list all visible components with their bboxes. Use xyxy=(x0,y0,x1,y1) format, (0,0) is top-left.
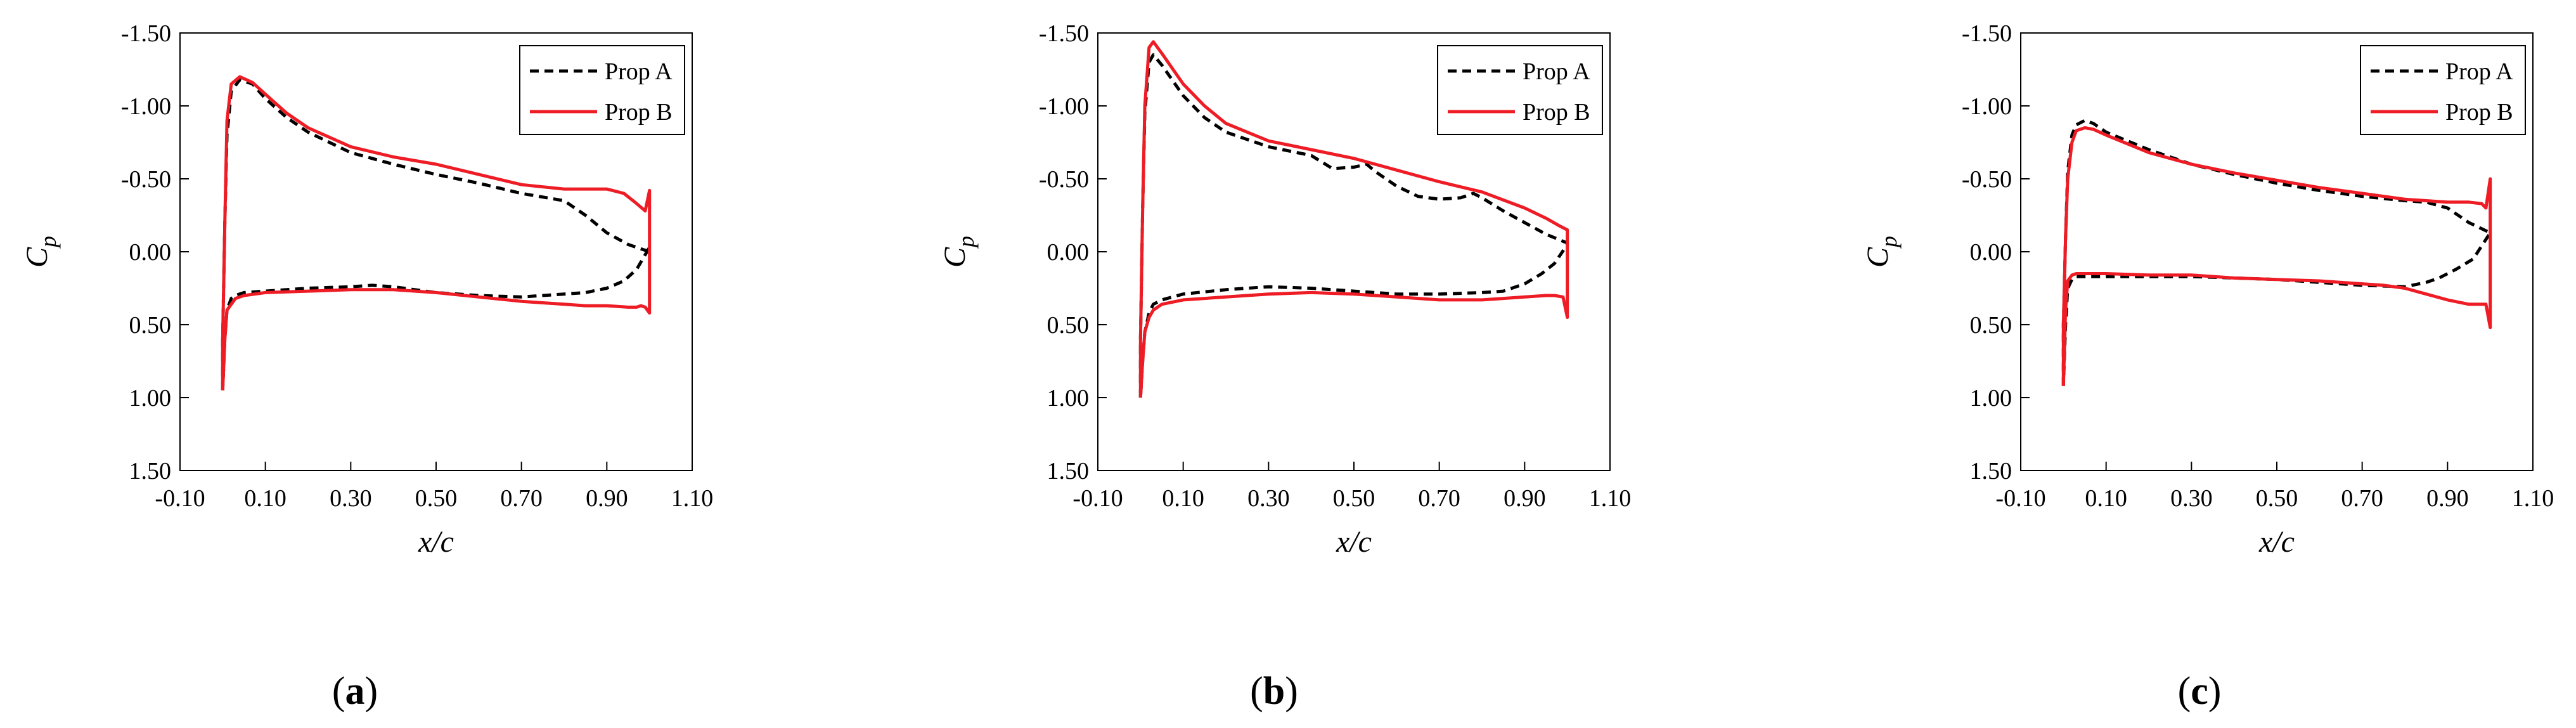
y-tick-label: -1.00 xyxy=(1962,93,2012,120)
y-axis-label: Cp xyxy=(938,236,979,268)
chart-panel-3: -1.50 -1.00 -0.50 0.00 0.50 1.00 1.50-0.10 0.10… xyxy=(1861,20,2554,713)
y-tick-label: -1.50 xyxy=(121,20,171,47)
y-tick-label: 1.50 xyxy=(129,458,172,484)
legend-box xyxy=(519,45,685,135)
y-tick-label: 0.00 xyxy=(129,239,172,266)
x-tick-label: 0.10 xyxy=(2085,485,2127,512)
x-tick-label: 0.70 xyxy=(2341,485,2383,512)
y-axis-label-subscript: p xyxy=(953,236,979,249)
legend-label: Prop B xyxy=(1523,99,1590,126)
legend-label: Prop A xyxy=(1523,58,1590,85)
x-tick-label: 0.50 xyxy=(2256,485,2298,512)
x-tick-label: 0.50 xyxy=(1333,485,1375,512)
x-tick-label: 0.90 xyxy=(586,485,628,512)
legend-label: Prop B xyxy=(2445,99,2513,126)
legend-box xyxy=(1437,45,1603,135)
series-line-prop-b xyxy=(2061,126,2492,386)
series-line-prop-a xyxy=(2061,119,2492,386)
y-tick-label: -0.50 xyxy=(121,166,171,193)
y-tick-label: -1.50 xyxy=(1039,20,1089,47)
x-tick-label: 0.30 xyxy=(330,485,372,512)
x-axis-label: x/c xyxy=(418,525,454,559)
y-tick-label: 1.50 xyxy=(1970,458,2012,484)
series-line-prop-b xyxy=(221,75,652,391)
y-tick-label: -1.00 xyxy=(121,93,171,120)
series-line-prop-a xyxy=(221,78,652,391)
x-tick-label: 0.10 xyxy=(1162,485,1204,512)
panel-label: (c) xyxy=(2178,670,2222,713)
x-tick-label: 0.70 xyxy=(1418,485,1460,512)
x-tick-label: 1.10 xyxy=(1589,485,1632,512)
x-tick-label: -0.10 xyxy=(1995,485,2045,512)
series-line-prop-a xyxy=(1138,53,1569,398)
x-tick-label: 0.90 xyxy=(1504,485,1546,512)
y-axis-label-subscript: p xyxy=(1876,236,1902,249)
x-tick-label: 0.30 xyxy=(1247,485,1290,512)
x-tick-label: 0.10 xyxy=(244,485,287,512)
y-axis-label-main: C xyxy=(20,247,54,268)
y-tick-label: 1.00 xyxy=(129,385,172,412)
x-tick-label: -0.10 xyxy=(155,485,205,512)
chart-panel-1: -1.50 -1.00 -0.50 0.00 0.50 1.00 1.50-0.10 0.10… xyxy=(20,20,713,713)
legend-box xyxy=(2360,45,2526,135)
series-line-prop-b xyxy=(1138,40,1569,398)
y-tick-label: 0.50 xyxy=(129,312,172,339)
y-tick-label: -0.50 xyxy=(1039,166,1089,193)
legend: Prop A Prop B xyxy=(519,45,685,135)
y-axis-label-main: C xyxy=(1861,247,1895,268)
chart-panel-2: -1.50 -1.00 -0.50 0.00 0.50 1.00 1.50-0.10 0.10… xyxy=(938,20,1631,713)
panel-label: (a) xyxy=(332,670,378,713)
y-tick-label: -0.50 xyxy=(1962,166,2012,193)
legend-label: Prop B xyxy=(605,99,673,126)
legend-label: Prop A xyxy=(2445,58,2513,85)
x-tick-label: 0.90 xyxy=(2426,485,2469,512)
panel-label: (b) xyxy=(1250,670,1298,713)
x-tick-label: 1.10 xyxy=(2512,485,2554,512)
y-tick-label: -1.50 xyxy=(1962,20,2012,47)
legend: Prop A Prop B xyxy=(1437,45,1603,135)
y-tick-label: -1.00 xyxy=(1039,93,1089,120)
y-axis-label: Cp xyxy=(1861,236,1902,268)
x-axis-label: x/c xyxy=(2258,525,2295,559)
y-tick-label: 0.00 xyxy=(1047,239,1090,266)
y-tick-label: 0.00 xyxy=(1970,239,2012,266)
y-tick-label: 1.00 xyxy=(1970,385,2012,412)
y-tick-label: 0.50 xyxy=(1970,312,2012,339)
y-axis-label-main: C xyxy=(938,247,972,268)
y-tick-label: 0.50 xyxy=(1047,312,1090,339)
y-tick-label: 1.50 xyxy=(1047,458,1090,484)
y-axis-label: Cp xyxy=(20,236,61,268)
legend-label: Prop A xyxy=(605,58,673,85)
x-tick-label: 0.50 xyxy=(415,485,458,512)
x-tick-label: -0.10 xyxy=(1072,485,1123,512)
x-axis-label: x/c xyxy=(1336,525,1372,559)
y-tick-label: 1.00 xyxy=(1047,385,1090,412)
legend: Prop A Prop B xyxy=(2360,45,2526,135)
y-axis-label-subscript: p xyxy=(35,236,61,249)
x-tick-label: 0.30 xyxy=(2170,485,2213,512)
x-tick-label: 0.70 xyxy=(500,485,543,512)
x-tick-label: 1.10 xyxy=(671,485,714,512)
